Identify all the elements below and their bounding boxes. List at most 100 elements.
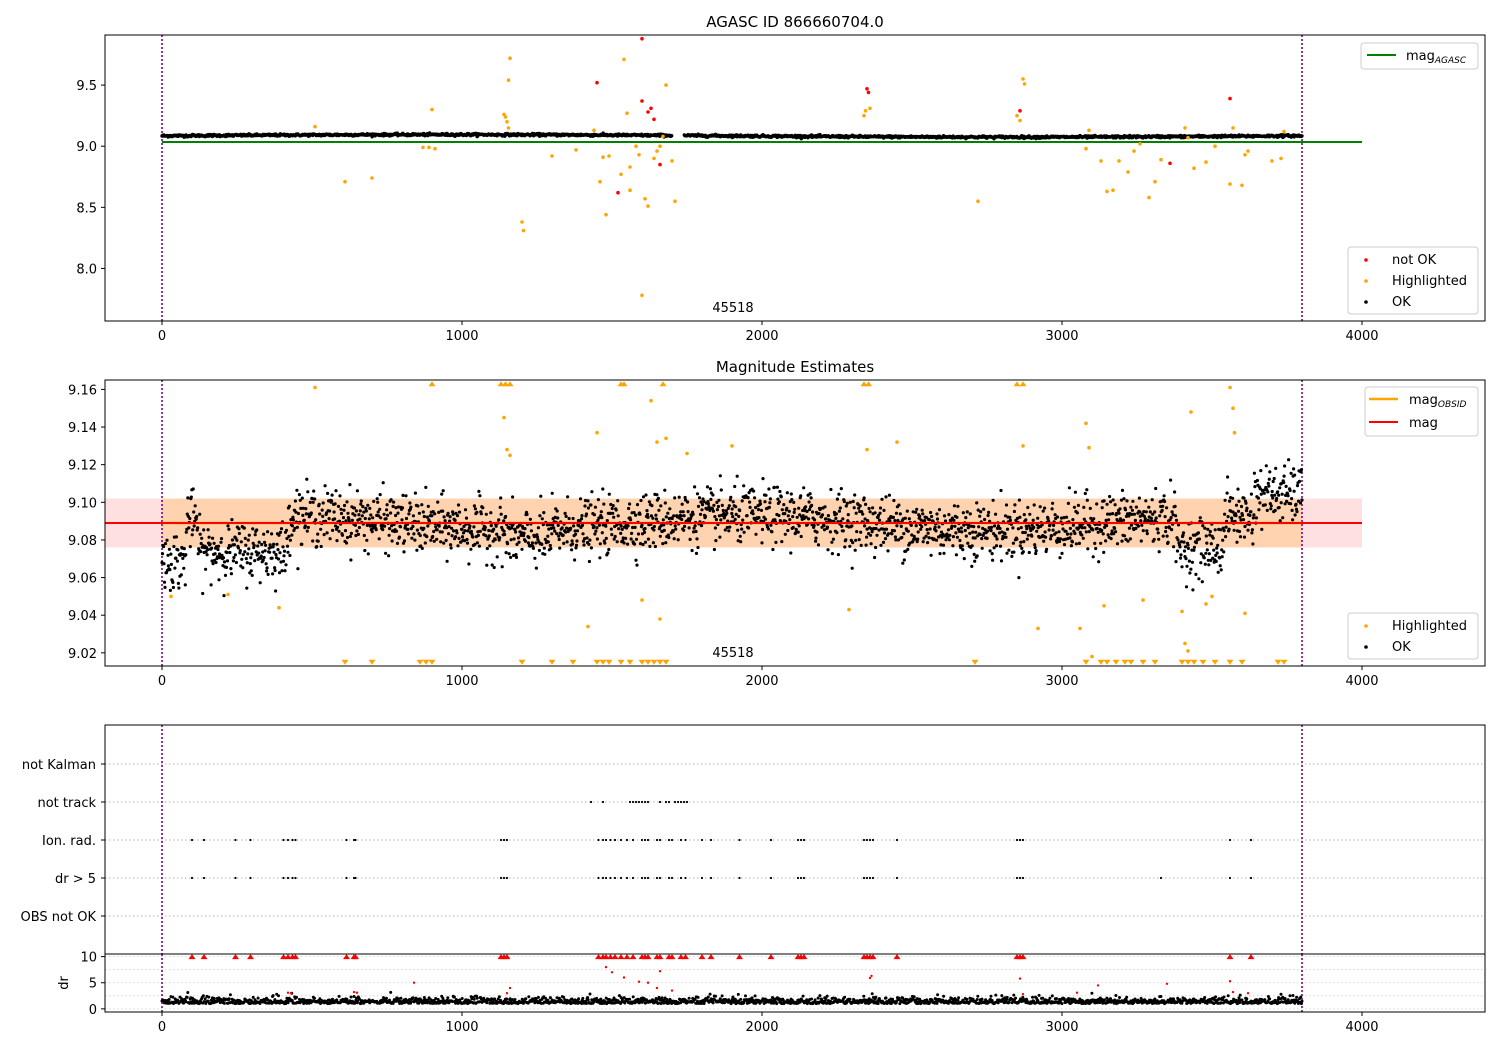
ok-point bbox=[521, 534, 526, 538]
ok-point bbox=[901, 561, 905, 565]
ok-point bbox=[575, 529, 580, 533]
ok-point bbox=[537, 548, 542, 553]
ok-point bbox=[834, 516, 838, 521]
highlighted-below-marker bbox=[428, 659, 436, 665]
ok-point bbox=[1091, 555, 1095, 559]
ok-point bbox=[857, 506, 861, 510]
ok-point bbox=[272, 550, 276, 554]
ok-point bbox=[247, 547, 251, 551]
ok-point bbox=[843, 545, 847, 549]
ok-point bbox=[295, 525, 299, 529]
ok-point bbox=[392, 500, 396, 504]
ok-point bbox=[711, 493, 715, 497]
ok-point bbox=[1088, 506, 1092, 510]
ok-point bbox=[224, 565, 229, 570]
ok-point bbox=[176, 548, 180, 552]
ok-point bbox=[204, 567, 208, 571]
flag-point bbox=[640, 800, 644, 804]
ok-point bbox=[369, 513, 373, 517]
ok-point bbox=[241, 553, 245, 557]
dr-ok-point bbox=[358, 997, 361, 1001]
not-ok-point bbox=[652, 117, 656, 122]
flag-point bbox=[1249, 838, 1253, 842]
ok-point bbox=[309, 511, 313, 515]
ok-point bbox=[1086, 547, 1090, 551]
ok-point bbox=[1219, 528, 1223, 532]
ok-point bbox=[869, 542, 873, 546]
ok-point bbox=[1101, 532, 1105, 536]
ok-point bbox=[835, 531, 839, 535]
ok-point bbox=[286, 550, 290, 554]
ok-point bbox=[943, 519, 948, 523]
ok-point bbox=[1025, 527, 1029, 531]
ok-point bbox=[348, 534, 352, 539]
ok-point bbox=[450, 534, 454, 538]
ok-point bbox=[297, 493, 301, 497]
ok-point bbox=[1108, 494, 1112, 499]
ok-point bbox=[918, 514, 922, 518]
ok-point bbox=[283, 569, 287, 573]
ok-point bbox=[791, 515, 795, 519]
ok-point bbox=[768, 497, 773, 501]
axes-frame bbox=[104, 724, 1486, 954]
ok-point bbox=[1122, 534, 1127, 538]
ok-point bbox=[786, 528, 790, 533]
ok-point bbox=[549, 526, 553, 531]
ok-point bbox=[1161, 504, 1165, 508]
dr-ok-point bbox=[203, 997, 207, 1001]
ok-point bbox=[988, 549, 992, 553]
ok-point bbox=[522, 531, 526, 535]
ok-point bbox=[581, 532, 585, 536]
ok-point bbox=[1208, 533, 1212, 537]
ok-point bbox=[1034, 551, 1038, 556]
ok-point bbox=[991, 558, 995, 562]
y-tick-label: 9.14 bbox=[68, 421, 97, 436]
ok-point bbox=[160, 552, 165, 556]
ok-point bbox=[1184, 585, 1189, 589]
ok-point bbox=[332, 510, 336, 514]
ok-point bbox=[347, 517, 351, 521]
ok-point bbox=[792, 500, 796, 504]
ok-point bbox=[1293, 473, 1297, 477]
ok-point bbox=[454, 535, 458, 539]
ok-point bbox=[673, 524, 677, 528]
highlighted-point bbox=[1183, 641, 1187, 646]
ok-point bbox=[760, 527, 765, 532]
highlighted-below-marker bbox=[1112, 659, 1120, 665]
ok-point bbox=[459, 540, 463, 544]
ok-point bbox=[915, 540, 919, 544]
ok-point bbox=[310, 497, 314, 501]
ok-point bbox=[607, 492, 611, 496]
ok-point bbox=[406, 527, 410, 531]
ok-point bbox=[1160, 508, 1164, 512]
flag-point bbox=[637, 800, 641, 804]
ok-point bbox=[947, 538, 952, 542]
ok-point bbox=[1004, 503, 1009, 507]
flag-point bbox=[664, 800, 668, 804]
flag-point bbox=[655, 876, 659, 880]
ok-point bbox=[263, 549, 267, 553]
ok-point bbox=[1171, 513, 1175, 517]
ok-point bbox=[253, 533, 257, 537]
ok-point bbox=[546, 534, 550, 538]
ok-point bbox=[205, 553, 209, 557]
ok-point bbox=[1122, 497, 1126, 501]
ok-point bbox=[216, 544, 221, 548]
ok-point bbox=[1176, 523, 1181, 527]
ok-point bbox=[495, 532, 499, 536]
ok-point bbox=[266, 572, 270, 577]
ok-point bbox=[1192, 545, 1196, 550]
flag-point bbox=[658, 876, 662, 880]
ok-point bbox=[1180, 565, 1184, 569]
ok-point bbox=[767, 505, 772, 509]
ok-point bbox=[873, 555, 877, 560]
ok-point bbox=[1246, 528, 1250, 532]
dr-ok-point bbox=[228, 993, 232, 997]
ok-point bbox=[472, 504, 476, 508]
ok-point bbox=[859, 530, 863, 534]
ok-point bbox=[1058, 556, 1062, 560]
ok-point bbox=[574, 543, 579, 547]
ok-point bbox=[1095, 502, 1099, 506]
ok-point bbox=[633, 542, 637, 546]
ok-point bbox=[815, 530, 819, 534]
